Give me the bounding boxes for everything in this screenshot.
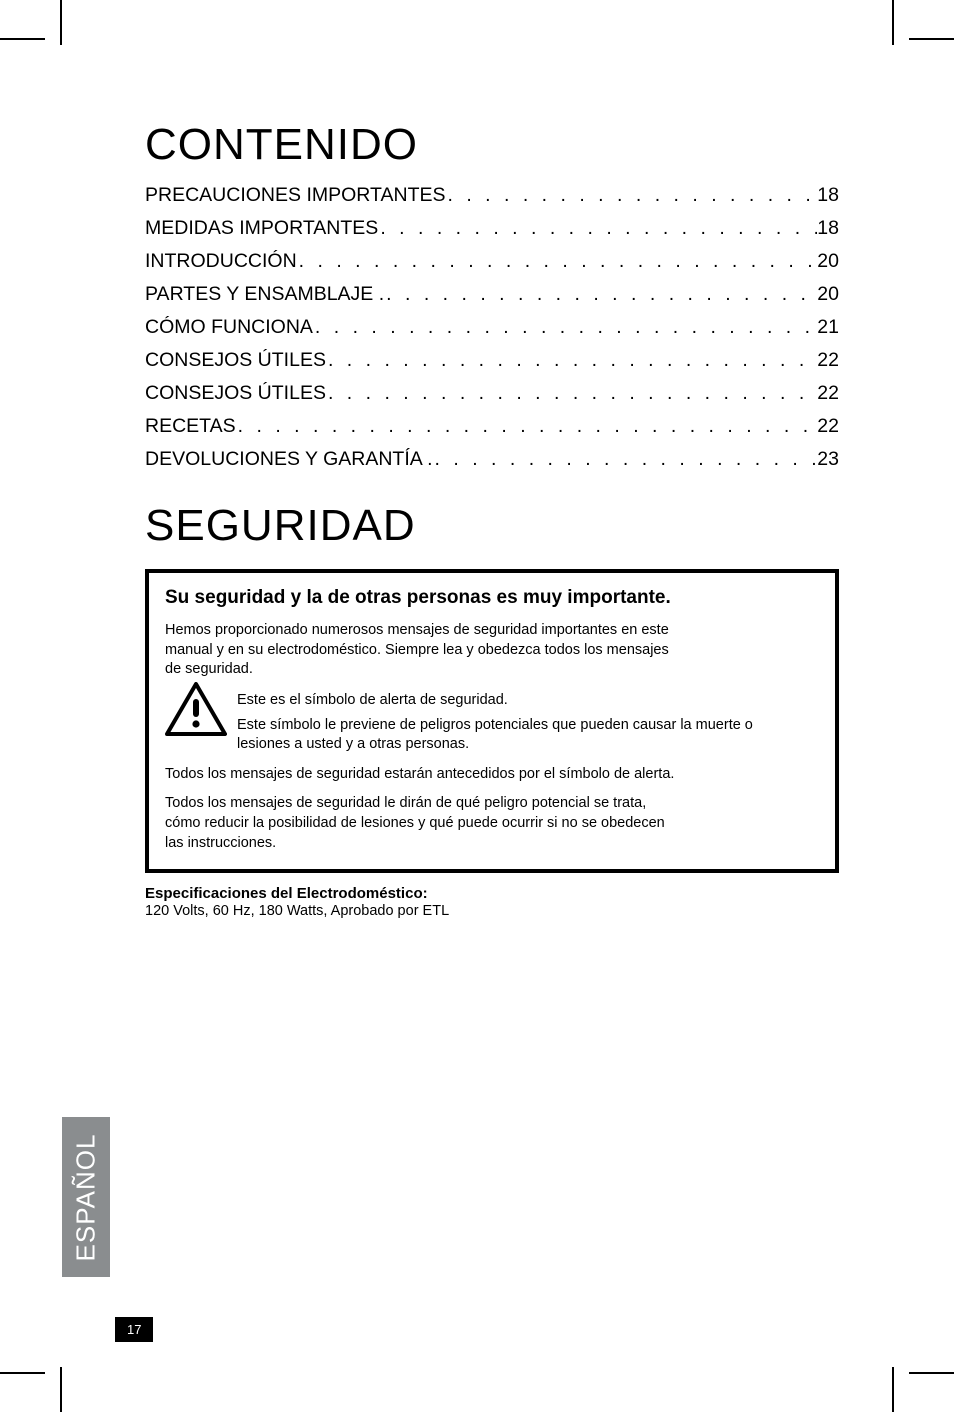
toc-row: PARTES Y ENSAMBLAJE . 20 [145,283,839,306]
toc-row: PRECAUCIONES IMPORTANTES 18 [145,184,839,207]
crop-mark [0,38,45,40]
toc-row: DEVOLUCIONES Y GARANTÍA . 23 [145,448,839,471]
toc-page: 23 [817,448,839,471]
toc-label: MEDIDAS IMPORTANTES [145,217,378,240]
safety-para2: Todos los mensajes de seguridad estarán … [165,765,819,785]
warning-icon [165,682,227,736]
toc-label: CONSEJOS ÚTILES [145,349,326,372]
toc-row: INTRODUCCIÓN 20 [145,250,839,273]
safety-intro: Hemos proporcionado numerosos mensajes d… [165,621,685,680]
safety-icon-line2: Este símbolo le previene de peligros pot… [237,716,767,755]
toc-label: CONSEJOS ÚTILES [145,382,326,405]
toc-dots [446,184,818,207]
language-tab-label: ESPAÑOL [71,1133,102,1261]
safety-box: Su seguridad y la de otras personas es m… [145,569,839,873]
crop-mark [892,0,894,45]
toc-dots [384,283,817,306]
toc-page: 18 [817,217,839,240]
crop-mark [60,1367,62,1412]
toc-dots [378,217,817,240]
crop-mark [909,1372,954,1374]
toc-label: INTRODUCCIÓN [145,250,297,273]
toc-row: CÓMO FUNCIONA 21 [145,316,839,339]
crop-mark [60,0,62,45]
page-number: 17 [115,1317,153,1342]
toc-page: 18 [817,184,839,207]
spec-body: 120 Volts, 60 Hz, 180 Watts, Aprobado po… [145,903,839,919]
toc-row: MEDIDAS IMPORTANTES 18 [145,217,839,240]
toc-row: CONSEJOS ÚTILES 22 [145,349,839,372]
toc-page: 22 [817,382,839,405]
toc-label: RECETAS [145,415,236,438]
toc-dots [297,250,818,273]
crop-mark [0,1372,45,1374]
safety-icon-row: Este es el símbolo de alerta de segurida… [165,684,819,755]
toc-page: 20 [817,250,839,273]
crop-mark [909,38,954,40]
toc-dots [326,382,817,405]
safety-para3: Todos los mensajes de seguridad le dirán… [165,794,685,853]
safety-icon-line1: Este es el símbolo de alerta de segurida… [237,692,819,708]
table-of-contents: PRECAUCIONES IMPORTANTES 18 MEDIDAS IMPO… [145,184,839,471]
language-tab: ESPAÑOL [62,1117,110,1277]
spec-title: Especificaciones del Electrodoméstico: [145,885,839,902]
toc-row: CONSEJOS ÚTILES 22 [145,382,839,405]
crop-mark [892,1367,894,1412]
safety-title: Su seguridad y la de otras personas es m… [165,587,819,609]
toc-dots [433,448,818,471]
toc-label: PARTES Y ENSAMBLAJE . [145,283,384,306]
toc-page: 20 [817,283,839,306]
toc-label: CÓMO FUNCIONA [145,316,313,339]
heading-contenido: CONTENIDO [145,120,839,170]
toc-page: 22 [817,415,839,438]
heading-seguridad: SEGURIDAD [145,501,839,551]
toc-dots [313,316,817,339]
toc-dots [326,349,817,372]
toc-label: PRECAUCIONES IMPORTANTES [145,184,446,207]
toc-label: DEVOLUCIONES Y GARANTÍA . [145,448,433,471]
toc-dots [236,415,818,438]
toc-page: 21 [817,316,839,339]
toc-row: RECETAS 22 [145,415,839,438]
toc-page: 22 [817,349,839,372]
page-content: CONTENIDO PRECAUCIONES IMPORTANTES 18 ME… [145,120,839,919]
safety-icon-text: Este es el símbolo de alerta de segurida… [237,684,819,755]
